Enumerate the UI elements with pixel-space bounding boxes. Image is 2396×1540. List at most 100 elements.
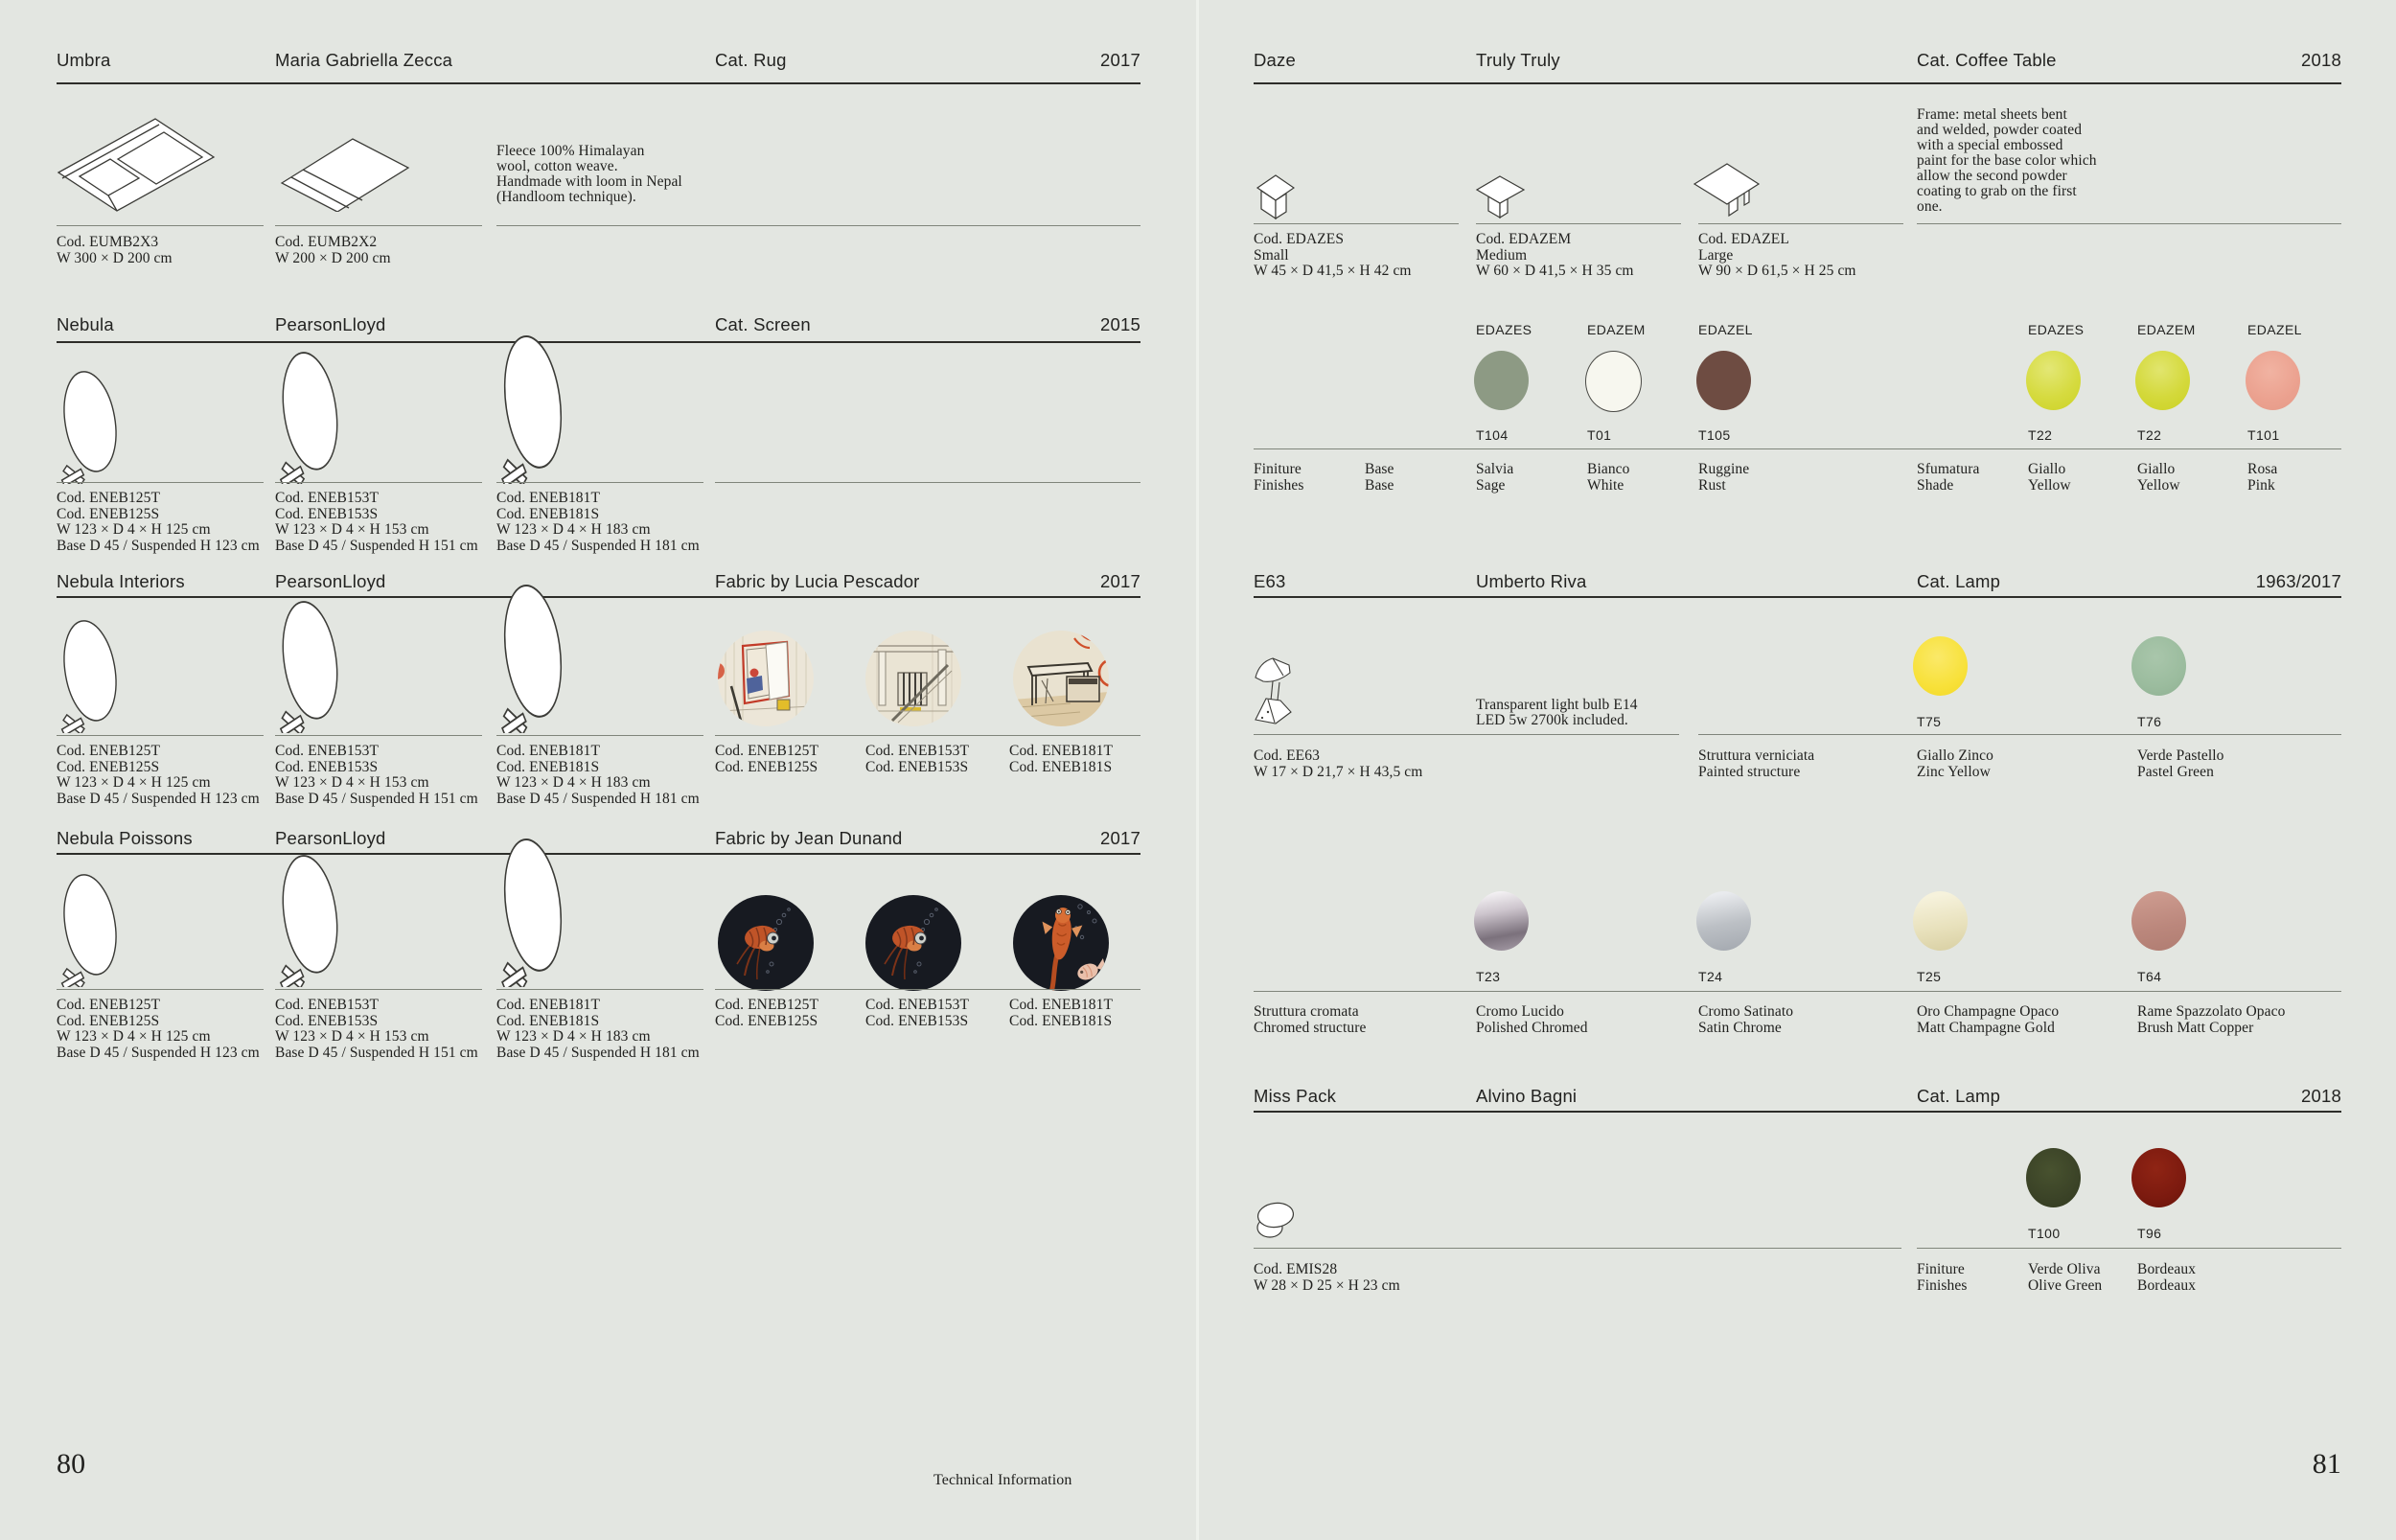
- spec-rule: [1254, 223, 1459, 224]
- product-spec: Cod. EUMB2X2 W 200 × D 200 cm: [275, 234, 391, 266]
- product-spec: Cod. EDAZES Small W 45 × D 41,5 × H 42 cm: [1254, 231, 1412, 279]
- swatch-code: T100: [2028, 1226, 2061, 1241]
- spec-rule: [715, 989, 1140, 990]
- finish-row-label: Finiture Finishes: [1254, 461, 1304, 494]
- category-label: Fabric by Lucia Pescador: [715, 571, 920, 591]
- product-spec: Cod. ENEB153T Cod. ENEB153S W 123 × D 4 × …: [275, 997, 478, 1061]
- spec-rule: [57, 225, 264, 226]
- category-label: Cat. Coffee Table: [1917, 50, 2057, 70]
- spec-rule: [715, 482, 1140, 483]
- swatch-name: Oro Champagne Opaco Matt Champagne Gold: [1917, 1003, 2060, 1036]
- screen-diagram-181: [496, 578, 569, 733]
- spec-rule: [496, 482, 703, 483]
- coffee-table-diagram-small: [1256, 174, 1295, 220]
- swatch-name: Verde Pastello Pastel Green: [2137, 747, 2224, 780]
- product-name: Nebula Poissons: [57, 828, 193, 848]
- product-row-header: E63 Umberto Riva Cat. Lamp 1963/2017: [1254, 571, 2341, 600]
- category-label: Cat. Screen: [715, 314, 811, 334]
- screen-diagram-181: [496, 329, 569, 484]
- year-label: 1963/2017: [2255, 571, 2341, 591]
- shade-row-label: Sfumatura Shade: [1917, 461, 1980, 494]
- category-label: Cat. Lamp: [1917, 571, 2001, 591]
- fabric-spec: Cod. ENEB181T Cod. ENEB181S: [1009, 743, 1114, 775]
- spec-rule: [715, 735, 1140, 736]
- swatch-code: T64: [2137, 969, 2162, 984]
- header-divider: [57, 341, 1140, 343]
- header-divider: [57, 596, 1140, 598]
- color-swatch-t105: [1696, 351, 1751, 410]
- swatch-code: T23: [1476, 969, 1501, 984]
- swatch-name: Giallo Zinco Zinc Yellow: [1917, 747, 1993, 780]
- header-divider: [1254, 596, 2341, 598]
- product-description: Frame: metal sheets bent and welded, powd…: [1917, 106, 2097, 215]
- product-description: Transparent light bulb E14 LED 5w 2700k i…: [1476, 697, 1638, 728]
- fabric-spec: Cod. ENEB125T Cod. ENEB125S: [715, 997, 819, 1029]
- product-row-header: Nebula Poissons PearsonLloyd Fabric by J…: [57, 828, 1140, 857]
- spec-rule: [275, 482, 482, 483]
- swatch-code: T105: [1698, 427, 1731, 443]
- screen-diagram-153: [275, 849, 345, 987]
- rug-diagram-eumb2x2: [280, 138, 410, 212]
- spec-rule: [275, 735, 482, 736]
- screen-diagram-125: [57, 868, 124, 987]
- spec-rule: [1254, 1248, 1901, 1249]
- category-label: Fabric by Jean Dunand: [715, 828, 903, 848]
- spec-rule: [1254, 734, 1679, 735]
- color-swatch-t22b: [2135, 351, 2190, 410]
- goldfish-fabric-3: [1013, 895, 1109, 991]
- product-name: Nebula Interiors: [57, 571, 185, 591]
- header-divider: [57, 853, 1140, 855]
- color-swatch-t24: [1696, 891, 1751, 951]
- product-description: Fleece 100% Himalayan wool, cotton weave.…: [496, 143, 682, 205]
- fabric-spec: Cod. ENEB153T Cod. ENEB153S: [865, 997, 970, 1029]
- page-gutter: [1196, 0, 1199, 1540]
- spec-rule: [1698, 734, 2341, 735]
- finish-rule: [1254, 991, 2341, 992]
- swatch-code: T22: [2028, 427, 2053, 443]
- product-row-header: Umbra Maria Gabriella Zecca Cat. Rug 201…: [57, 50, 1140, 79]
- product-name: Miss Pack: [1254, 1086, 1337, 1106]
- color-swatch-t76: [2131, 636, 2186, 696]
- product-row-header: Nebula PearsonLloyd Cat. Screen 2015: [57, 314, 1140, 343]
- swatch-name: Ruggine Rust: [1698, 461, 1750, 494]
- screen-diagram-125: [57, 614, 124, 733]
- swatch-name: Giallo Yellow: [2028, 461, 2071, 494]
- lamp-sketch-e63: [1255, 657, 1292, 724]
- spec-rule: [496, 735, 703, 736]
- finish-column-label: EDAZEL: [1698, 322, 1753, 337]
- year-label: 2017: [1100, 828, 1140, 848]
- color-swatch-t64: [2131, 891, 2186, 951]
- page-left: Umbra Maria Gabriella Zecca Cat. Rug 201…: [57, 0, 1140, 1540]
- designer-name: Alvino Bagni: [1476, 1086, 1578, 1106]
- screen-diagram-181: [496, 832, 569, 987]
- color-swatch-t100: [2026, 1148, 2081, 1207]
- page-number-left: 80: [57, 1448, 86, 1480]
- color-swatch-t23: [1474, 891, 1529, 951]
- product-spec: Cod. ENEB125T Cod. ENEB125S W 123 × D 4 × …: [57, 743, 260, 807]
- year-label: 2017: [1100, 571, 1140, 591]
- year-label: 2017: [1100, 50, 1140, 70]
- finish-column-label: EDAZEM: [1587, 322, 1646, 337]
- product-name: Umbra: [57, 50, 111, 70]
- swatch-code: T101: [2247, 427, 2280, 443]
- product-spec: Cod. ENEB153T Cod. ENEB153S W 123 × D 4 × …: [275, 490, 478, 554]
- spec-rule: [275, 225, 482, 226]
- designer-name: PearsonLloyd: [275, 571, 386, 591]
- year-label: 2018: [2301, 50, 2341, 70]
- color-swatch-t01: [1585, 351, 1642, 412]
- swatch-name: Cromo Lucido Polished Chromed: [1476, 1003, 1588, 1036]
- swatch-name: Verde Oliva Olive Green: [2028, 1261, 2103, 1294]
- swatch-name: Bianco White: [1587, 461, 1630, 494]
- finish-column-label: EDAZES: [1476, 322, 1532, 337]
- swatch-code: T104: [1476, 427, 1509, 443]
- designer-name: PearsonLloyd: [275, 314, 386, 334]
- finish-column-label: EDAZEM: [2137, 322, 2196, 337]
- screen-diagram-153: [275, 595, 345, 733]
- spec-rule: [57, 989, 264, 990]
- color-swatch-t104: [1474, 351, 1529, 410]
- spec-rule: [57, 735, 264, 736]
- finish-row-label: Finiture Finishes: [1917, 1261, 1968, 1294]
- color-swatch-t101: [2246, 351, 2300, 410]
- year-label: 2015: [1100, 314, 1140, 334]
- product-row-header: Miss Pack Alvino Bagni Cat. Lamp 2018: [1254, 1086, 2341, 1115]
